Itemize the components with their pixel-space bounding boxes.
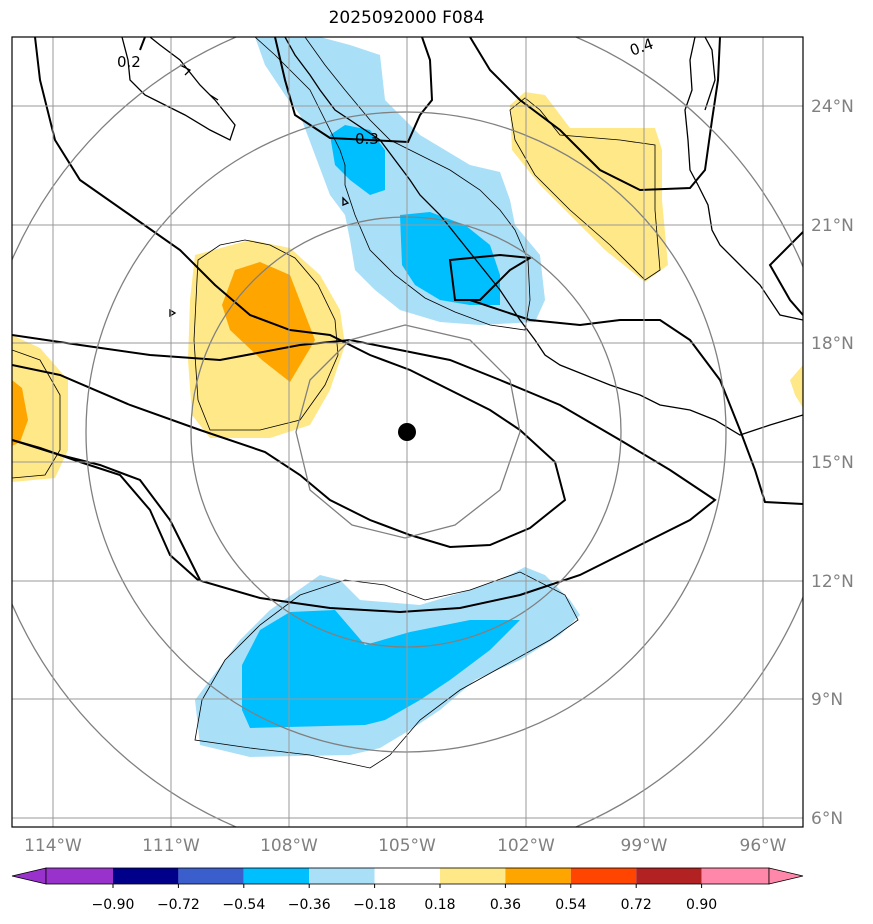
colorbar-extend-low bbox=[11, 867, 47, 885]
colorbar-segment bbox=[46, 868, 113, 884]
colorbar-tick-label: −0.72 bbox=[157, 897, 200, 913]
colorbar-segment bbox=[570, 868, 637, 884]
contour-label-0-4: 0.4 bbox=[627, 35, 656, 60]
lon-label: 105°W bbox=[378, 836, 436, 856]
colorbar-segment bbox=[309, 868, 375, 884]
lat-label: 6°N bbox=[811, 809, 843, 829]
longitude-labels: 114°W 111°W 108°W 105°W 102°W 99°W 96°W bbox=[24, 836, 787, 856]
contour-label-0-2: 0.2 bbox=[117, 53, 141, 71]
colorbar-segments bbox=[45, 867, 770, 885]
colorbar-segment bbox=[243, 868, 310, 884]
colorbar-segment bbox=[113, 868, 179, 884]
colorbar-tick-label: 0.72 bbox=[621, 897, 652, 913]
colorbar-tick-label: 0.54 bbox=[555, 897, 586, 913]
thin-contours bbox=[12, 37, 661, 769]
lon-label: 102°W bbox=[497, 836, 555, 856]
lon-label: 111°W bbox=[142, 836, 200, 856]
colorbar-tick-label: −0.36 bbox=[288, 897, 331, 913]
colorbar-segment bbox=[440, 868, 506, 884]
lat-label: 9°N bbox=[811, 690, 843, 710]
graticule bbox=[12, 37, 803, 827]
map-plot-area: 0.2 0.3 0.4 bbox=[12, 35, 803, 827]
storm-center-marker bbox=[398, 423, 416, 441]
colorbar-segment bbox=[505, 868, 571, 884]
colorbar-segment bbox=[701, 868, 769, 884]
coastlines bbox=[121, 37, 803, 436]
colorbar-tick-label: −0.54 bbox=[222, 897, 265, 913]
colorbar-extend-high bbox=[768, 867, 804, 885]
map-frame bbox=[11, 36, 804, 828]
lat-label: 12°N bbox=[811, 572, 854, 592]
colorbar-segment bbox=[374, 868, 440, 884]
lat-label: 21°N bbox=[811, 216, 854, 236]
lon-label: 108°W bbox=[260, 836, 318, 856]
colorbar-tick-label: −0.18 bbox=[353, 897, 396, 913]
lat-label: 18°N bbox=[811, 334, 854, 354]
colorbar-tick-label: 0.18 bbox=[424, 897, 455, 913]
map-title: 2025092000 F084 bbox=[328, 8, 485, 28]
colorbar-tick-label: 0.90 bbox=[686, 897, 717, 913]
colorbar-tick-label: −0.90 bbox=[92, 897, 135, 913]
lon-label: 96°W bbox=[740, 836, 787, 856]
lon-label: 114°W bbox=[24, 836, 82, 856]
lat-label: 15°N bbox=[811, 453, 854, 473]
range-rings bbox=[12, 37, 803, 827]
colorbar-segment bbox=[636, 868, 702, 884]
contour-label-0-3: 0.3 bbox=[355, 130, 379, 148]
colorbar-ticks: −0.90 −0.72 −0.54 −0.36 −0.18 0.18 0.36 0.54 0.7… bbox=[92, 884, 717, 913]
latitude-labels: 24°N 21°N 18°N 15°N 12°N 9°N 6°N bbox=[811, 97, 854, 829]
lon-label: 99°W bbox=[621, 836, 668, 856]
lat-label: 24°N bbox=[811, 97, 854, 117]
colorbar: −0.90 −0.72 −0.54 −0.36 −0.18 0.18 0.36 0.54 0.7… bbox=[11, 867, 804, 913]
colorbar-tick-label: 0.36 bbox=[490, 897, 521, 913]
colorbar-segment bbox=[178, 868, 244, 884]
